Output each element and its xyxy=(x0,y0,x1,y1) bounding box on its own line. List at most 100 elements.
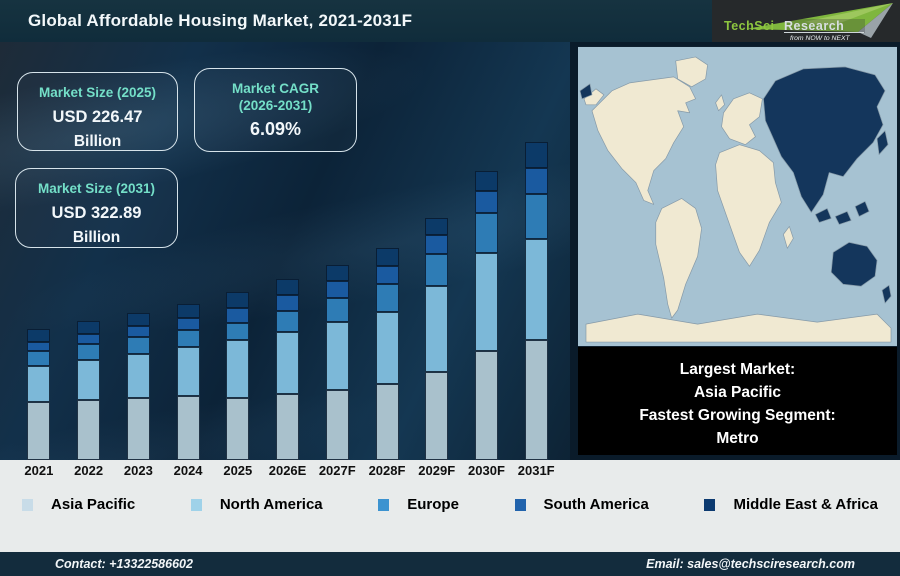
segment-europe xyxy=(474,213,498,253)
stat-value: 6.09% xyxy=(249,119,302,139)
map-uk xyxy=(715,94,725,112)
bar-2027F xyxy=(312,265,362,460)
segment-europe xyxy=(176,330,200,347)
stat-label-2: (2026-2031) xyxy=(238,98,313,113)
bar-2029F xyxy=(412,218,462,460)
axis-label-2029F: 2029F xyxy=(418,463,456,478)
largest-market-info-box: Largest Market: Asia Pacific Fastest Gro… xyxy=(578,347,897,455)
legend-item-asia-pacific: Asia Pacific xyxy=(22,496,135,513)
segment-middle-east-africa xyxy=(276,279,300,295)
segment-asia-pacific xyxy=(325,390,349,460)
segment-europe xyxy=(425,254,449,286)
map-indonesia-2 xyxy=(834,211,852,225)
bar-2021 xyxy=(14,329,64,460)
bar-2024 xyxy=(163,304,213,460)
segment-south-america xyxy=(375,266,399,284)
techsci-logo-graphic: TechSci Research from NOW to NEXT xyxy=(712,0,900,42)
map-alaska xyxy=(583,88,605,106)
stat-market-cagr: Market CAGR (2026-2031) 6.09% xyxy=(194,68,357,152)
segment-asia-pacific xyxy=(474,351,498,460)
segment-europe xyxy=(375,284,399,312)
axis-label-2025: 2025 xyxy=(223,463,253,478)
bar-2026E xyxy=(263,279,313,460)
legend-item-north-america: North America xyxy=(190,496,323,513)
segment-north-america xyxy=(375,312,399,384)
legend-item-south-america: South America xyxy=(514,496,649,513)
segment-asia-pacific xyxy=(524,340,548,460)
segment-south-america xyxy=(176,318,200,330)
stat-label: Market CAGR xyxy=(231,81,320,96)
segment-south-america xyxy=(524,168,548,194)
segment-middle-east-africa xyxy=(375,248,399,266)
segment-middle-east-africa xyxy=(176,304,200,318)
header-bar: Global Affordable Housing Market, 2021-2… xyxy=(0,0,712,42)
bar-2022 xyxy=(64,321,114,460)
segment-south-america xyxy=(276,295,300,311)
legend-label: Middle East & Africa xyxy=(733,496,878,513)
logo-tagline: from NOW to NEXT xyxy=(790,35,851,42)
bar-2028F xyxy=(362,248,412,460)
segment-asia-pacific xyxy=(27,402,51,460)
segment-asia-pacific xyxy=(226,398,250,460)
segment-south-america xyxy=(27,342,51,351)
segment-north-america xyxy=(176,347,200,396)
segment-north-america xyxy=(276,332,300,394)
segment-middle-east-africa xyxy=(77,321,101,334)
segment-north-america xyxy=(126,354,150,398)
segment-south-america xyxy=(126,326,150,337)
legend-label: South America xyxy=(543,496,649,513)
bar-2030F xyxy=(462,171,512,460)
page-title: Global Affordable Housing Market, 2021-2… xyxy=(28,11,413,30)
map-new-zealand xyxy=(881,284,892,304)
world-map xyxy=(578,46,897,347)
segment-north-america xyxy=(226,340,250,398)
stat-label: Market Size (2025) xyxy=(38,85,157,100)
segment-middle-east-africa xyxy=(226,292,250,308)
map-antarctica xyxy=(585,313,892,343)
legend-swatch-icon xyxy=(514,498,526,511)
map-madagascar xyxy=(783,226,794,249)
axis-label-2031F: 2031F xyxy=(517,463,555,478)
bar-2031F xyxy=(511,142,561,460)
axis-label-2023: 2023 xyxy=(123,463,153,478)
segment-europe xyxy=(126,337,150,354)
segment-europe xyxy=(27,351,51,366)
logo-arrow-icon xyxy=(746,3,893,32)
segment-middle-east-africa xyxy=(126,313,150,326)
map-australia xyxy=(830,242,878,287)
stat-market-size-2031: Market Size (2031) USD 322.89 Billion xyxy=(15,168,178,248)
info-line-1: Largest Market: xyxy=(679,361,796,378)
axis-label-2027F: 2027F xyxy=(318,463,356,478)
legend-label: Europe xyxy=(407,496,459,513)
segment-north-america xyxy=(77,360,101,400)
map-south-america xyxy=(655,198,702,319)
bars-row xyxy=(14,42,561,460)
legend-label: Asia Pacific xyxy=(51,496,136,513)
chart-panel: Market Size (2025) USD 226.47 Billion Ma… xyxy=(0,42,570,460)
segment-europe xyxy=(325,298,349,322)
segment-north-america xyxy=(325,322,349,390)
map-asia-highlight xyxy=(763,66,886,213)
segment-north-america xyxy=(425,286,449,372)
footer-bar: Contact: +13322586602 Email: sales@techs… xyxy=(0,552,900,576)
segment-asia-pacific xyxy=(276,394,300,460)
legend: Asia Pacific North America Europe South Ame… xyxy=(22,496,878,513)
axis-label-2030F: 2030F xyxy=(468,463,505,478)
legend-item-europe: Europe xyxy=(378,496,459,513)
world-map-graphic xyxy=(578,46,897,347)
legend-swatch-icon xyxy=(378,498,390,511)
legend-swatch-icon xyxy=(190,498,202,511)
axis-label-2021: 2021 xyxy=(24,463,54,478)
segment-south-america xyxy=(425,235,449,254)
stat-unit: Billion xyxy=(72,229,121,246)
segment-middle-east-africa xyxy=(325,265,349,281)
footer-contact: Contact: +13322586602 xyxy=(55,557,193,571)
map-japan xyxy=(876,130,889,155)
legend-swatch-icon xyxy=(22,498,33,511)
segment-europe xyxy=(524,194,548,239)
axis-label-2028F: 2028F xyxy=(368,463,406,478)
segment-south-america xyxy=(226,308,250,323)
segment-north-america xyxy=(524,239,548,340)
info-line-4: Metro xyxy=(716,430,759,447)
